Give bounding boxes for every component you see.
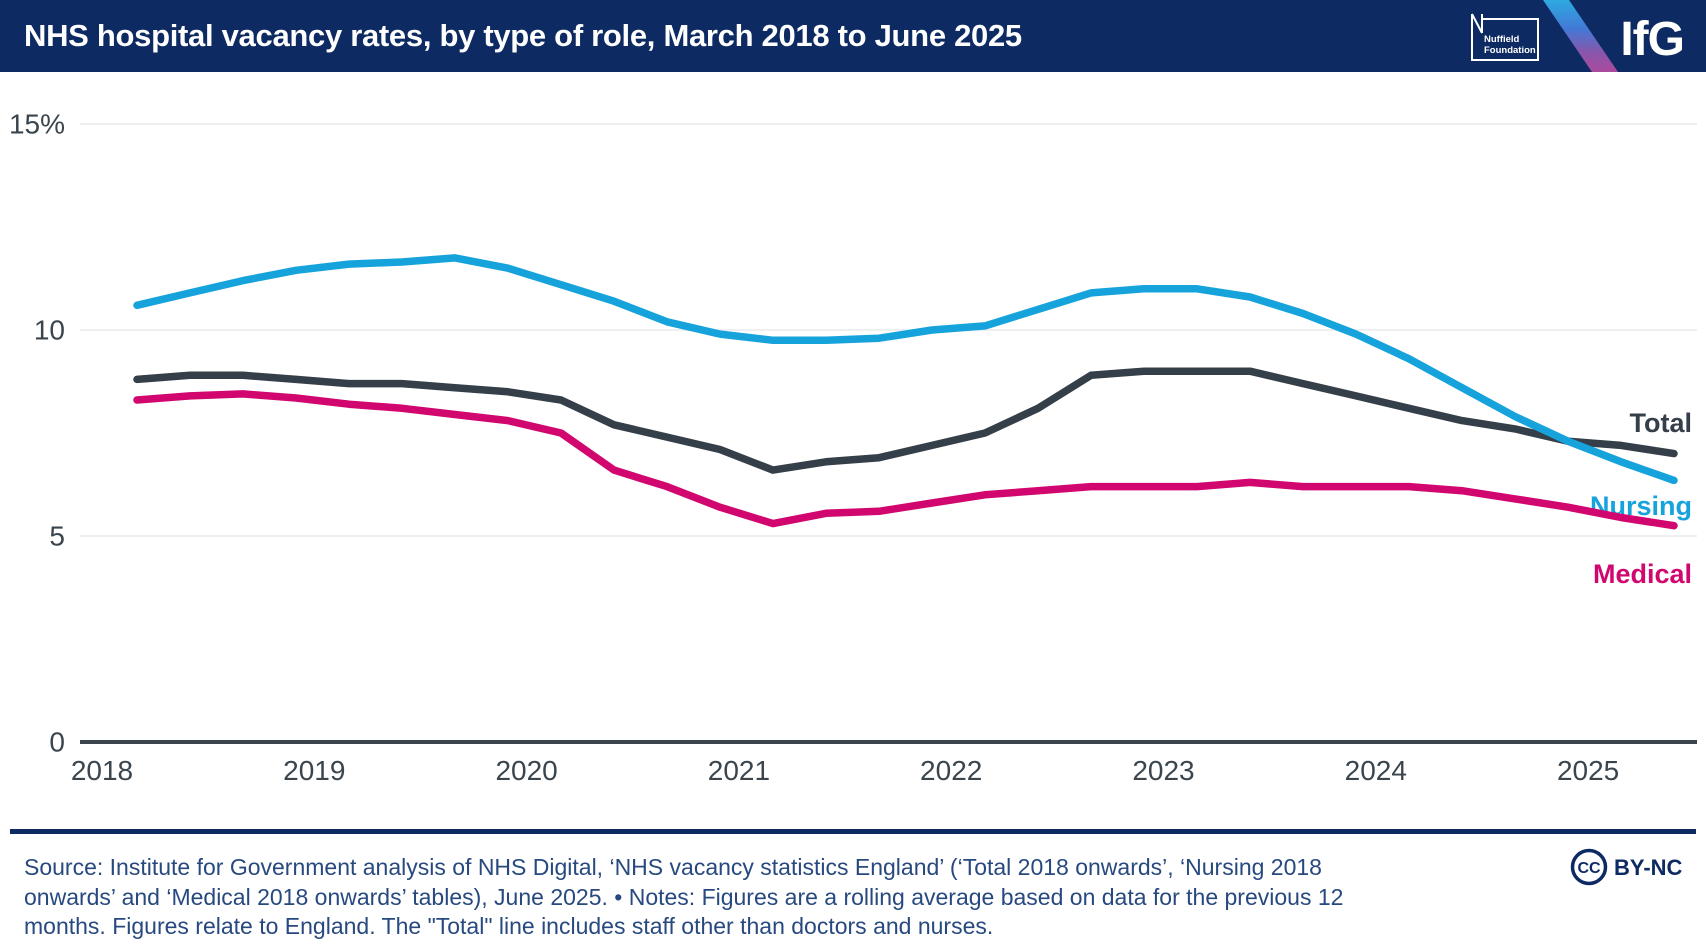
x-tick-label: 2023 [1132,755,1194,786]
cc-by-nc-badge: CC BY-NC [1570,848,1683,886]
x-tick-label: 2024 [1345,755,1407,786]
source-line-1: Source: Institute for Government analysi… [24,854,1322,880]
header-bar: NHS hospital vacancy rates, by type of r… [0,0,1706,72]
series-label-medical: Medical [1593,559,1692,589]
y-tick-label: 10 [34,315,65,346]
nuffield-foundation-logo: Nuffield Foundation [1471,13,1539,61]
nuffield-logo-line1: Nuffield [1484,34,1520,45]
series-line-medical [133,390,1678,530]
x-tick-label: 2021 [708,755,770,786]
x-tick-label: 2020 [495,755,557,786]
chart-title: NHS hospital vacancy rates, by type of r… [24,18,1022,53]
ifg-logo: IfG [1620,13,1684,66]
y-tick-label: 15% [9,109,65,140]
x-tick-label: 2019 [283,755,345,786]
series-label-total: Total [1630,408,1693,438]
source-line-2: onwards’ and ‘Medical 2018 onwards’ tabl… [24,883,1344,910]
x-tick-label: 2018 [71,755,133,786]
x-tick-label: 2022 [920,755,982,786]
y-tick-label: 5 [49,521,65,552]
x-tick-label: 2025 [1557,755,1619,786]
ifg-stripe-icon [1543,0,1618,72]
chart-area: 15% 10 5 0 2018 2019 2020 2021 2022 2023 2024 2025 T… [0,72,1706,830]
series-line-nursing [133,254,1678,485]
series-line-total [133,367,1678,474]
nuffield-logo-line2: Foundation [1484,45,1536,56]
source-notes: Source: Institute for Government analysi… [24,853,1424,942]
cc-circle-icon [1570,848,1608,886]
footer-divider [10,829,1696,834]
nuffield-n-icon [1471,13,1483,34]
brand-logos: Nuffield Foundation IfG [1471,0,1685,72]
license-label: BY-NC [1614,855,1683,880]
source-line-3: months. Figures relate to England. The "… [24,913,994,939]
cc-label: CC [1577,860,1601,877]
y-tick-label: 0 [49,727,65,758]
